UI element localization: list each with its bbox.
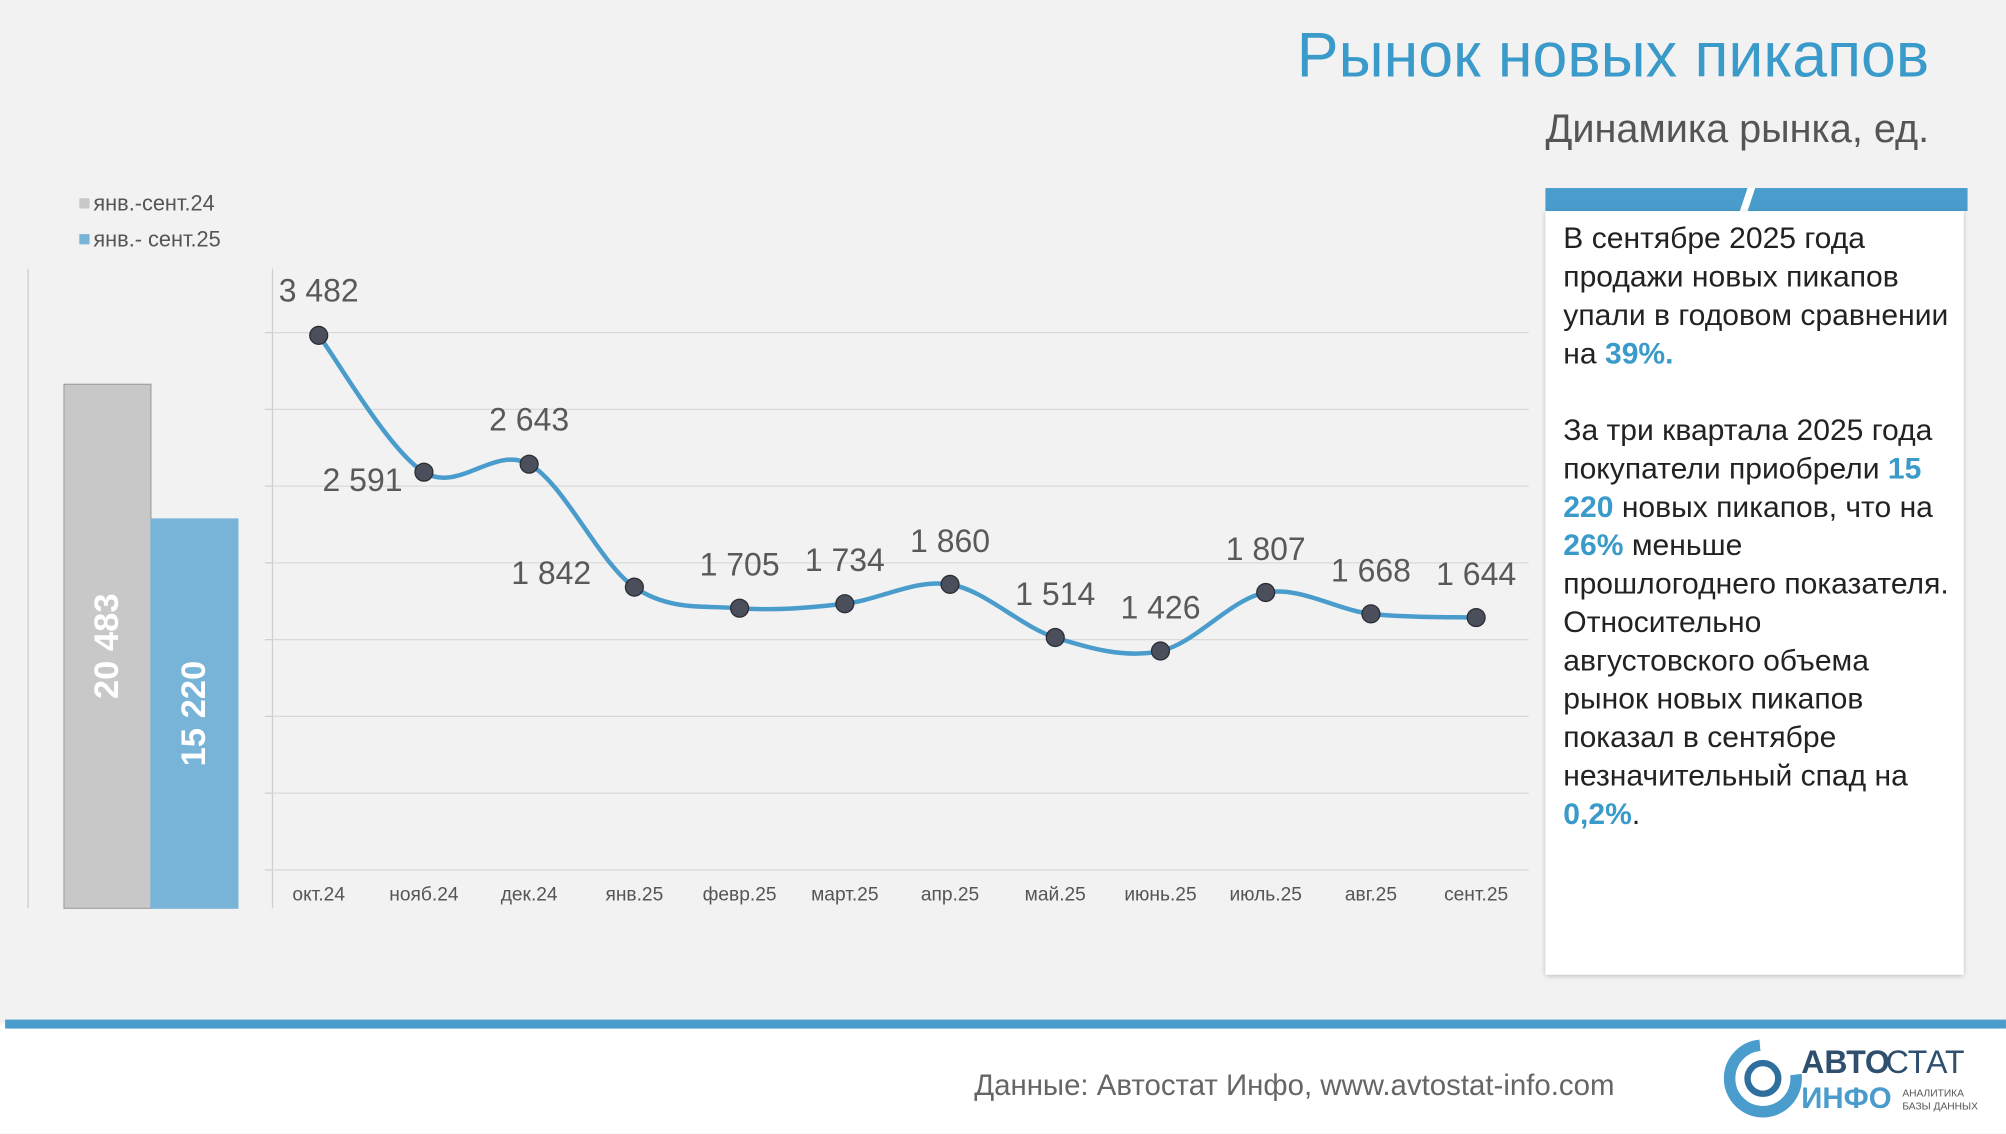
point [309,325,329,345]
x-tick-label: окт.24 [292,885,345,906]
note-run: новых пикапов, что на [1613,489,1933,524]
value-label: 1 644 [1436,556,1516,592]
logo-icon [1723,1039,1802,1118]
point [835,594,855,614]
x-tick-label: сент.25 [1444,885,1508,906]
value-label: 1 807 [1226,531,1306,567]
x-tick-label: март.25 [811,885,878,906]
bar-value-label: 20 483 [88,593,126,699]
note-paragraph: За три квартала 2025 года покупатели при… [1563,411,1954,833]
note-header-slash [1739,188,1756,212]
point [1256,582,1276,603]
value-label: 1 514 [1015,576,1095,612]
bar-value-label: 15 220 [175,661,213,767]
title: Рынок новых пикапов [1297,21,1929,91]
point [519,454,539,474]
value-label: 1 842 [511,555,591,591]
x-tick-label: февр.25 [703,885,777,906]
note-paragraph: В сентябре 2025 года продажи новых пикап… [1563,219,1954,373]
logo-icon-inner [1744,1059,1782,1097]
legend-swatch [79,198,90,209]
subtitle: Динамика рынка, ед. [1546,107,1930,151]
legend-label: янв.- сент.25 [93,226,220,251]
x-tick-label: май.25 [1025,885,1086,906]
value-label: 1 860 [910,523,990,559]
note-box: В сентябре 2025 года продажи новых пикап… [1545,211,1964,975]
footer-band [0,1023,2006,1134]
note-run: меньше прошлогоднего показателя. Относит… [1563,528,1949,792]
x-tick-label: авг.25 [1345,885,1397,906]
value-label: 1 705 [700,547,780,583]
point [414,462,434,482]
value-label: 1 734 [805,542,885,578]
point [624,577,644,597]
note-run: В сентябре 2025 года продажи новых пикап… [1563,221,1949,370]
note-header [1545,188,1968,212]
point [1466,607,1486,628]
x-tick-label: дек.24 [501,885,558,906]
note-run: За три квартала 2025 года покупатели при… [1563,413,1933,485]
logo-tagline-2: БАЗЫ ДАННЫХ [1902,1101,1978,1112]
note-highlight: 39%. [1604,336,1674,370]
note-text: В сентябре 2025 года продажи новых пикап… [1563,219,1954,871]
value-label: 3 482 [279,273,359,309]
logo-tagline-1: АНАЛИТИКА [1902,1089,1964,1100]
point [1045,627,1065,648]
point [940,574,960,594]
x-tick-label: янв.25 [605,885,663,906]
point [730,598,750,618]
logo-part-2: СТАТ [1886,1044,1965,1080]
bar [63,383,152,909]
x-tick-label: июль.25 [1229,885,1302,906]
point [1361,604,1381,624]
x-tick-label: июнь.25 [1124,885,1196,906]
note-highlight: 26% [1563,528,1624,562]
logo-part-1: АВТО [1801,1044,1890,1080]
logo: АВТО СТАТ ИНФО АНАЛИТИКА БАЗЫ ДАННЫХ [1723,1039,1978,1118]
note-highlight: 0,2% [1563,797,1632,831]
legend-label: янв.-сент.24 [93,190,214,215]
footer-rule [5,1019,2006,1029]
legend-swatch [79,234,90,245]
bar [150,518,239,909]
value-label: 2 643 [489,401,569,437]
value-label: 2 591 [323,462,403,498]
x-tick-label: нояб.24 [389,885,459,906]
note-run: . [1631,797,1641,831]
line [316,334,1477,656]
footer-source: Данные: Автостат Инфо, www.avtostat-info… [974,1069,1614,1102]
value-label: 1 426 [1120,590,1200,626]
logo-part-3: ИНФО [1801,1082,1891,1115]
note-highlight: 15 220 [1563,451,1922,524]
value-label: 1 668 [1331,552,1411,588]
point [1150,641,1171,661]
x-tick-label: апр.25 [921,885,979,906]
